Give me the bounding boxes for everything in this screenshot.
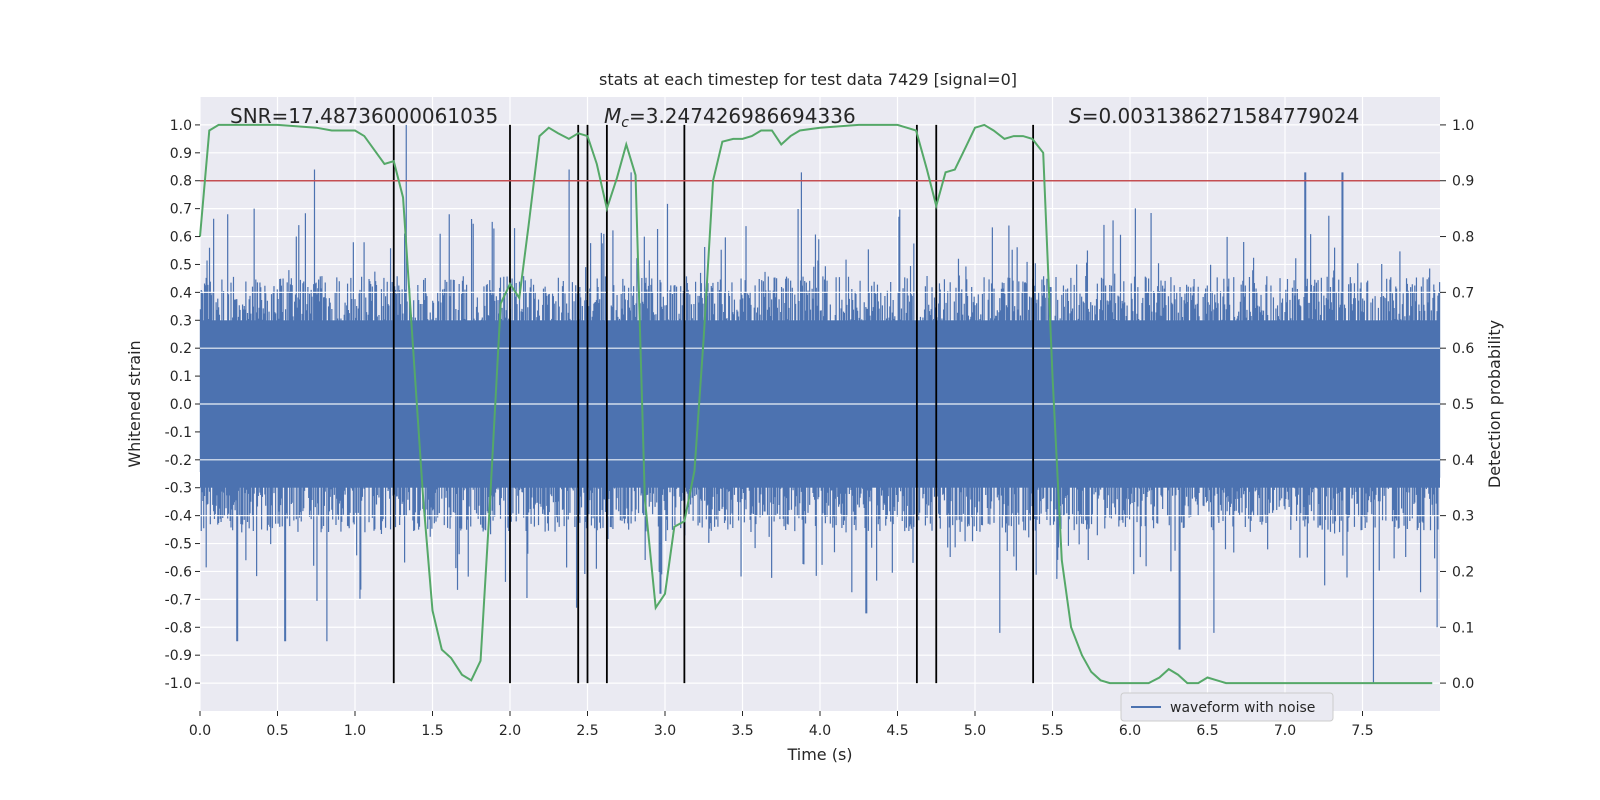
y-left-axis-label: Whitened strain	[125, 340, 144, 467]
vertical-markers	[392, 124, 1035, 684]
y-right-tick-label: 0.2	[1452, 564, 1474, 580]
chirp-mass-subscript: c	[621, 115, 629, 131]
probability-line	[199, 123, 1433, 685]
y-left-tick-label: 0.8	[170, 174, 192, 190]
y-right-tick-label: 0.3	[1452, 509, 1474, 525]
chirp-mass-symbol: M	[604, 104, 621, 128]
y-left-tick-label: -0.8	[165, 620, 192, 636]
y-right-tick-label: 0.1	[1452, 620, 1474, 636]
y-right-tick-label: 0.5	[1452, 397, 1474, 413]
y-right-tick-label: 0.8	[1452, 230, 1474, 246]
chirp-mass-annotation: Mc=3.247426986694336	[604, 104, 856, 131]
x-tick-label: 2.0	[499, 723, 521, 739]
y-left-tick-label: 0.9	[170, 146, 192, 162]
x-tick-label: 1.0	[344, 723, 366, 739]
s-symbol: S	[1069, 104, 1082, 128]
y-right-axis-label: Detection probability	[1485, 320, 1504, 488]
x-tick-label: 6.0	[1119, 723, 1141, 739]
chirp-mass-value: =3.247426986694336	[629, 104, 856, 128]
x-tick-label: 5.0	[964, 723, 986, 739]
y-left-tick-label: 0.2	[170, 341, 192, 357]
y-left-tick-label: -0.5	[165, 537, 192, 553]
y-right-axis-ticks: 0.0 0.1 0.2 0.3 0.4 0.5 0.6 0.7 0.8 0.9 1.0	[1440, 118, 1474, 692]
x-tick-label: 1.5	[421, 723, 443, 739]
snr-annotation: SNR=17.48736000061035	[230, 104, 498, 128]
x-tick-label: 3.0	[654, 723, 676, 739]
x-tick-label: 0.5	[266, 723, 288, 739]
x-tick-label: 2.5	[576, 723, 598, 739]
y-right-tick-label: 0.4	[1452, 453, 1474, 469]
x-tick-label: 5.5	[1041, 723, 1063, 739]
y-right-tick-label: 0.0	[1452, 676, 1474, 692]
y-right-tick-label: 1.0	[1452, 118, 1474, 134]
y-left-tick-label: 0.4	[170, 285, 192, 301]
x-axis-label: Time (s)	[786, 745, 852, 764]
y-left-tick-label: -0.4	[165, 509, 192, 525]
y-left-tick-label: 0.1	[170, 369, 192, 385]
x-tick-label: 7.0	[1274, 723, 1296, 739]
x-tick-label: 7.5	[1351, 723, 1373, 739]
y-right-tick-label: 0.9	[1452, 174, 1474, 190]
y-right-tick-label: 0.7	[1452, 285, 1474, 301]
legend: waveform with noise	[1120, 692, 1334, 722]
y-right-tick-label: 0.6	[1452, 341, 1474, 357]
y-left-tick-label: 1.0	[170, 118, 192, 134]
x-tick-label: 4.5	[886, 723, 908, 739]
x-tick-label: 6.5	[1196, 723, 1218, 739]
y-left-tick-label: 0.0	[170, 397, 192, 413]
y-left-tick-label: -0.1	[165, 425, 192, 441]
x-tick-label: 3.5	[731, 723, 753, 739]
x-tick-label: 4.0	[809, 723, 831, 739]
y-left-axis-ticks: -1.0 -0.9 -0.8 -0.7 -0.6 -0.5 -0.4 -0.3 -0.2 -0.1…	[165, 118, 200, 692]
legend-box	[1120, 692, 1334, 722]
y-left-tick-label: -0.7	[165, 592, 192, 608]
y-left-tick-label: 0.3	[170, 313, 192, 329]
s-annotation: S=0.0031386271584779024	[1069, 104, 1359, 128]
y-left-tick-label: -0.2	[165, 453, 192, 469]
y-left-tick-label: 0.7	[170, 202, 192, 218]
y-left-tick-label: -0.6	[165, 564, 192, 580]
chart-title: stats at each timestep for test data 742…	[599, 70, 1017, 89]
y-left-tick-label: -0.9	[165, 648, 192, 664]
y-left-tick-label: 0.5	[170, 257, 192, 273]
y-left-tick-label: 0.6	[170, 230, 192, 246]
x-tick-label: 0.0	[189, 723, 211, 739]
waveform-series	[199, 124, 1441, 684]
y-left-tick-label: -0.3	[165, 481, 192, 497]
x-axis-ticks: 0.0 0.5 1.0 1.5 2.0 2.5 3.0 3.5 4.0 4.5 5.0 5.5 6.0 6…	[189, 711, 1374, 739]
legend-label: waveform with noise	[1170, 700, 1315, 716]
s-value: =0.0031386271584779024	[1082, 104, 1360, 128]
y-left-tick-label: -1.0	[165, 676, 192, 692]
